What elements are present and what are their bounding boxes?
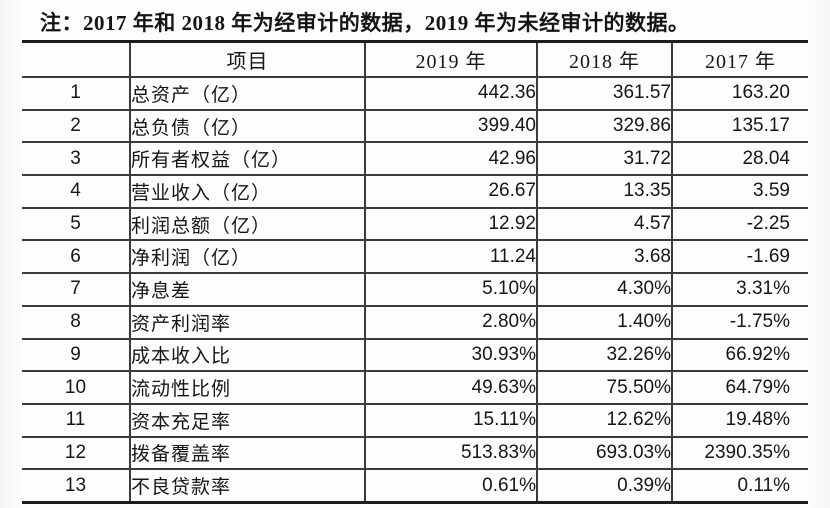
table-row: 10 流动性比例 49.63% 75.50% 64.79% (22, 370, 808, 404)
row-number-cell: 5 (22, 206, 130, 241)
value-2017-cell: 163.20 (671, 76, 808, 110)
item-name-cell: 资产利润率 (129, 304, 365, 339)
item-name-cell: 拨备覆盖率 (129, 435, 365, 470)
value-2019-cell: 11.24 (364, 239, 537, 274)
item-name-cell: 营业收入（亿） (129, 174, 365, 208)
table-row: 11 资本充足率 15.11% 12.62% 19.48% (22, 402, 808, 437)
table-row: 3 所有者权益（亿） 42.96 31.72 28.04 (22, 141, 808, 176)
row-number-cell: 11 (22, 402, 130, 437)
value-2018-cell: 4.30% (536, 272, 672, 306)
row-number-cell: 7 (22, 272, 130, 306)
value-2018-cell: 31.72 (536, 141, 672, 176)
value-2018-cell: 3.68 (536, 239, 672, 274)
value-2018-cell: 75.50% (536, 370, 672, 404)
item-name-cell: 所有者权益（亿） (129, 141, 365, 176)
header-year-2019: 2019 年 (364, 41, 537, 77)
header-item: 项目 (129, 41, 365, 77)
value-2017-cell: -1.75% (671, 304, 808, 339)
table-row: 9 成本收入比 30.93% 32.26% 66.92% (22, 337, 808, 372)
value-2017-cell: 0.11% (671, 468, 808, 503)
value-2017-cell: 66.92% (671, 337, 808, 372)
item-name-cell: 成本收入比 (129, 337, 365, 372)
item-name-cell: 总负债（亿） (129, 108, 365, 143)
value-2017-cell: 19.48% (671, 402, 808, 437)
value-2017-cell: 3.59 (671, 174, 808, 208)
value-2019-cell: 513.83% (364, 435, 537, 470)
value-2019-cell: 26.67 (364, 174, 537, 208)
table-row: 2 总负债（亿） 399.40 329.86 135.17 (22, 108, 808, 143)
table-header-row: 项目 2019 年 2018 年 2017 年 (22, 41, 808, 78)
value-2019-cell: 49.63% (364, 370, 537, 404)
row-number-cell: 9 (22, 337, 130, 372)
value-2018-cell: 12.62% (536, 402, 672, 437)
value-2017-cell: 64.79% (671, 370, 808, 404)
financial-indicators-table: 项目 2019 年 2018 年 2017 年 1 总资产（亿） 442.36 361… (22, 40, 808, 504)
value-2018-cell: 1.40% (536, 304, 672, 339)
value-2018-cell: 329.86 (536, 108, 672, 143)
value-2019-cell: 2.80% (364, 304, 537, 339)
value-2017-cell: -1.69 (671, 239, 808, 274)
row-number-cell: 3 (22, 141, 130, 176)
item-name-cell: 净利润（亿） (129, 239, 365, 274)
row-number-cell: 8 (22, 304, 130, 339)
row-number-cell: 4 (22, 174, 130, 208)
row-number-cell: 12 (22, 435, 130, 470)
value-2017-cell: 135.17 (671, 108, 808, 143)
item-name-cell: 利润总额（亿） (129, 206, 365, 241)
table-row: 8 资产利润率 2.80% 1.40% -1.75% (22, 304, 808, 339)
table-row: 7 净息差 5.10% 4.30% 3.31% (22, 272, 808, 306)
value-2019-cell: 0.61% (364, 468, 537, 503)
value-2018-cell: 13.35 (536, 174, 672, 208)
table-body: 1 总资产（亿） 442.36 361.57 163.20 2 总负债（亿） 399.40 32… (22, 76, 808, 503)
value-2019-cell: 30.93% (364, 337, 537, 372)
item-name-cell: 不良贷款率 (129, 468, 365, 503)
value-2019-cell: 12.92 (364, 206, 537, 241)
header-year-2018: 2018 年 (536, 41, 672, 77)
row-number-cell: 10 (22, 370, 130, 404)
header-row-number (22, 42, 130, 78)
value-2018-cell: 693.03% (536, 435, 672, 470)
value-2019-cell: 5.10% (364, 272, 537, 306)
item-name-cell: 流动性比例 (129, 370, 365, 404)
value-2019-cell: 42.96 (364, 141, 537, 176)
value-2018-cell: 32.26% (536, 337, 672, 372)
value-2018-cell: 0.39% (536, 468, 672, 503)
value-2017-cell: -2.25 (671, 206, 808, 241)
table-row: 12 拨备覆盖率 513.83% 693.03% 2390.35% (22, 435, 808, 470)
row-number-cell: 2 (22, 108, 130, 143)
header-year-2017: 2017 年 (671, 41, 808, 77)
value-2017-cell: 2390.35% (671, 435, 808, 470)
value-2017-cell: 3.31% (671, 272, 808, 306)
row-number-cell: 6 (22, 239, 130, 274)
item-name-cell: 资本充足率 (129, 402, 365, 437)
table-row: 13 不良贷款率 0.61% 0.39% 0.11% (22, 468, 808, 503)
value-2018-cell: 361.57 (536, 76, 672, 110)
value-2018-cell: 4.57 (536, 206, 672, 241)
row-number-cell: 13 (22, 468, 130, 503)
value-2019-cell: 399.40 (364, 108, 537, 143)
item-name-cell: 总资产（亿） (129, 76, 365, 110)
value-2019-cell: 442.36 (364, 76, 537, 110)
table-row: 1 总资产（亿） 442.36 361.57 163.20 (22, 76, 808, 110)
audit-note: 注：2017 年和 2018 年为经审计的数据，2019 年为未经审计的数据。 (40, 11, 690, 35)
value-2019-cell: 15.11% (364, 402, 537, 437)
table-row: 5 利润总额（亿） 12.92 4.57 -2.25 (22, 206, 808, 241)
row-number-cell: 1 (22, 76, 130, 110)
table-row: 6 净利润（亿） 11.24 3.68 -1.69 (22, 239, 808, 274)
table-row: 4 营业收入（亿） 26.67 13.35 3.59 (22, 174, 808, 208)
value-2017-cell: 28.04 (671, 141, 808, 176)
item-name-cell: 净息差 (129, 272, 365, 306)
